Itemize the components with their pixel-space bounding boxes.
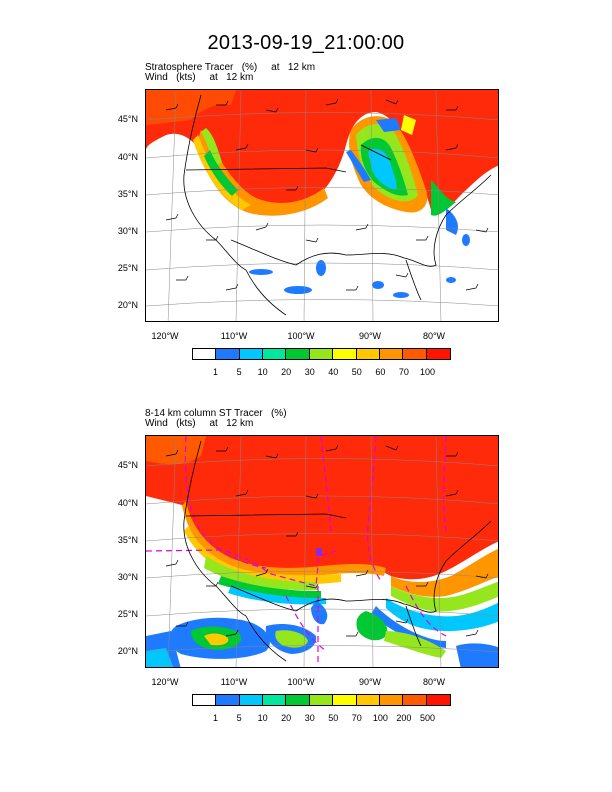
colorbar-swatch xyxy=(426,695,450,705)
colorbar-swatch xyxy=(286,695,310,705)
panel1-lat-label: 30°N xyxy=(117,226,138,236)
colorbar-swatch xyxy=(309,695,334,705)
panel1-lon-label: 80°W xyxy=(422,331,446,341)
panel2-lon-label: 110°W xyxy=(220,677,248,687)
panel2-lat-label: 40°N xyxy=(117,498,138,508)
colorbar-swatch xyxy=(286,349,310,359)
panel1-wind-label: Wind (kts) at 12 km xyxy=(145,72,254,83)
colorbar-swatch xyxy=(239,349,264,359)
colorbar-swatch xyxy=(216,349,240,359)
colorbar-tick-label: 1 xyxy=(213,367,219,377)
colorbar-tick-label: 30 xyxy=(304,367,315,377)
colorbar-swatch xyxy=(263,695,287,705)
colorbar-tick-label: 1 xyxy=(213,713,219,723)
colorbar-tick-label: 5 xyxy=(236,713,242,723)
colorbar-swatch xyxy=(216,695,240,705)
panel1-lat-label: 45°N xyxy=(117,114,138,124)
panel2-lat-label: 45°N xyxy=(117,460,138,470)
colorbar-swatch xyxy=(403,695,427,705)
panel2-lon-label: 120°W xyxy=(151,677,179,687)
panel1-lat-label: 40°N xyxy=(117,152,138,162)
panel2-map-graphic xyxy=(146,436,498,667)
page-title: 2013-09-19_21:00:00 xyxy=(207,32,405,54)
panel1-colorbar xyxy=(192,348,451,360)
colorbar-swatch xyxy=(356,695,380,705)
panel2-field-label: 8-14 km column ST Tracer (%) xyxy=(145,408,287,419)
colorbar-tick-label: 100 xyxy=(419,367,435,377)
colorbar-swatch xyxy=(333,695,357,705)
colorbar-tick-label: 200 xyxy=(396,713,412,723)
colorbar-swatch xyxy=(379,349,404,359)
panel2-lon-label: 80°W xyxy=(422,677,446,687)
colorbar-tick-label: 70 xyxy=(351,713,362,723)
colorbar-tick-label: 20 xyxy=(281,367,292,377)
colorbar-swatch xyxy=(193,349,217,359)
colorbar-swatch xyxy=(379,695,404,705)
colorbar-tick-label: 20 xyxy=(281,713,292,723)
colorbar-swatch xyxy=(403,349,427,359)
colorbar-tick-label: 100 xyxy=(372,713,388,723)
panel2-lon-label: 100°W xyxy=(287,677,315,687)
panel1-lon-label: 120°W xyxy=(151,331,179,341)
colorbar-swatch xyxy=(193,695,217,705)
colorbar-tick-label: 10 xyxy=(257,713,268,723)
colorbar-swatch xyxy=(239,695,264,705)
colorbar-tick-label: 60 xyxy=(375,367,386,377)
colorbar-swatch xyxy=(333,349,357,359)
panel1-map xyxy=(145,89,499,322)
panel2-lon-label: 90°W xyxy=(358,677,382,687)
colorbar-swatch xyxy=(263,349,287,359)
panel1-lon-label: 110°W xyxy=(220,331,248,341)
colorbar-tick-label: 50 xyxy=(351,367,362,377)
colorbar-tick-label: 70 xyxy=(398,367,409,377)
colorbar-tick-label: 5 xyxy=(236,367,242,377)
colorbar-tick-label: 50 xyxy=(328,713,339,723)
colorbar-tick-label: 10 xyxy=(257,367,268,377)
colorbar-swatch xyxy=(426,349,450,359)
colorbar-swatch xyxy=(309,349,334,359)
panel1-lat-label: 20°N xyxy=(117,300,138,310)
panel2-lat-label: 20°N xyxy=(117,646,138,656)
colorbar-swatch xyxy=(356,349,380,359)
colorbar-tick-label: 500 xyxy=(419,713,435,723)
panel1-lon-label: 90°W xyxy=(358,331,382,341)
panel1-map-graphic xyxy=(146,90,498,321)
colorbar-tick-label: 30 xyxy=(304,713,315,723)
panel1-lon-label: 100°W xyxy=(287,331,315,341)
panel1-field-label: Stratosphere Tracer (%) at 12 km xyxy=(145,62,316,73)
panel2-colorbar xyxy=(192,694,451,706)
panel2-map xyxy=(145,435,499,668)
panel1-lat-label: 25°N xyxy=(117,263,138,273)
panel2-lat-label: 35°N xyxy=(117,535,138,545)
colorbar-tick-label: 40 xyxy=(328,367,339,377)
panel2-lat-label: 25°N xyxy=(117,609,138,619)
panel2-lat-label: 30°N xyxy=(117,572,138,582)
panel2-wind-label: Wind (kts) at 12 km xyxy=(145,418,254,429)
panel1-lat-label: 35°N xyxy=(117,189,138,199)
